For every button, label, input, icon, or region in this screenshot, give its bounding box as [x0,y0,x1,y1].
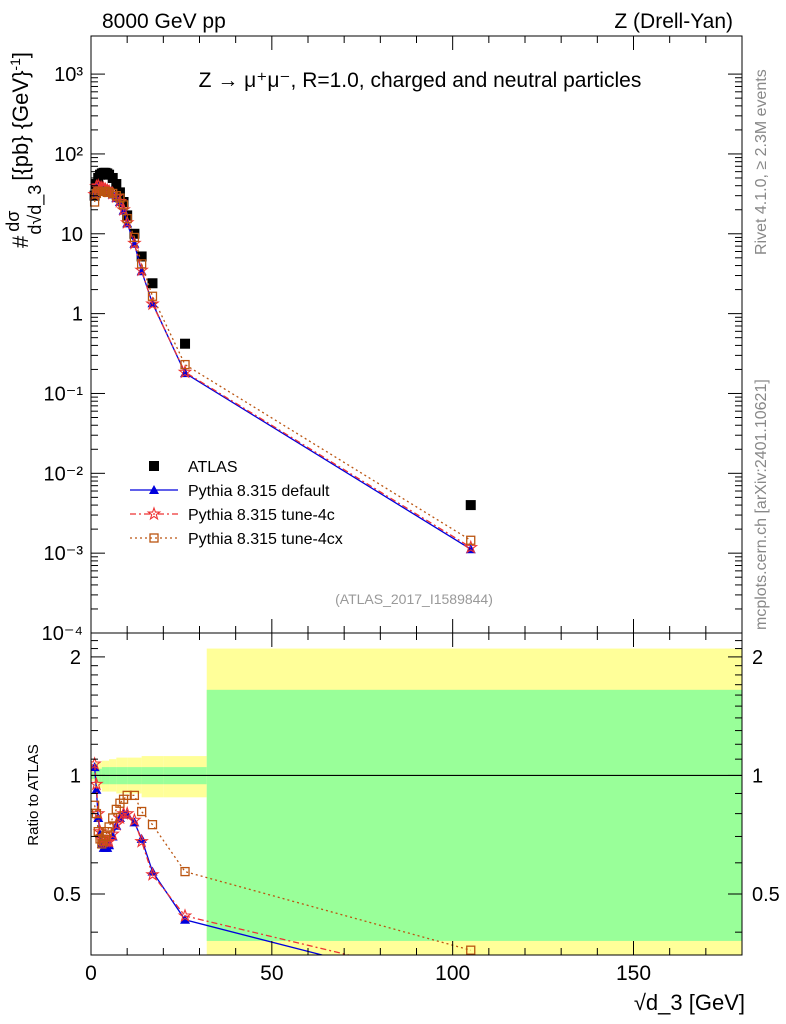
x-tick-label: 100 [435,962,470,985]
main-series-layer [87,167,479,554]
main-point-pythia-8-315-tune-4c [145,296,160,311]
main-point-pythia-8-315-tune-4cx [136,259,147,269]
ratio-point-pythia-8-315-tune-4cx [104,822,114,832]
main-point-atlas [111,179,122,190]
legend-label-pythia-8-315-tune-4cx: Pythia 8.315 tune-4cx [188,531,343,548]
x-axis-label: √d_3 [GeV] [634,990,745,1015]
ratio-point-pythia-8-315-tune-4c [127,812,142,827]
legend-marker-pythia-8-315-default [149,485,159,494]
ratio-y-tick-label: 0.5 [53,884,81,906]
ratio-y-tick-label-right: 1 [752,765,763,787]
main-y-tick-label: 10⁻² [44,463,84,485]
ratio-point-pythia-8-315-tune-4c [91,756,102,771]
ratio-point-pythia-8-315-default [180,914,191,924]
main-y-tick-label: 10³ [54,64,83,86]
ratio-point-pythia-8-315-tune-4cx [100,831,111,842]
ratio-point-pythia-8-315-default [136,833,147,843]
ratio-point-pythia-8-315-tune-4c [91,805,106,820]
ratio-point-pythia-8-315-tune-4c [92,823,108,838]
ratio-uncertainty-bands [91,648,742,955]
ratio-point-pythia-8-315-tune-4cx [466,945,476,955]
main-point-atlas [147,278,158,289]
main-point-atlas [107,172,118,183]
ratio-point-pythia-8-315-default [91,784,102,794]
ratio-point-pythia-8-315-tune-4cx [129,790,140,801]
ratio-y-tick-label: 2 [70,647,81,669]
ratio-band-green [206,689,742,941]
analysis-id-label: (ATLAS_2017_I1589844) [335,591,493,607]
ratio-y-tick-label-right: 2 [752,647,763,669]
main-y-tick-label: 1 [72,304,83,326]
process-label: Z (Drell-Yan) [614,10,733,33]
main-point-atlas [136,251,147,262]
main-point-pythia-8-315-tune-4cx [118,200,129,210]
ratio-point-pythia-8-315-tune-4cx [180,866,190,877]
ratio-point-pythia-8-315-tune-4c [145,866,160,881]
ratio-point-pythia-8-315-tune-4cx [122,790,132,801]
ratio-point-pythia-8-315-tune-4cx [102,826,112,837]
main-point-pythia-8-315-tune-4cx [147,291,158,301]
ratio-y-axis-label: Ratio to ATLAS [25,744,42,845]
legend: ATLAS Pythia 8.315 default Pythia 8.315 tu… [130,459,343,548]
main-y-tick-label: 10 [61,224,83,246]
main-axes: 10⁻⁴ 10⁻³ 10⁻² 10⁻¹ 1 10 10² 10³ [42,35,743,645]
ratio-point-pythia-8-315-tune-4cx [136,806,147,817]
main-point-pythia-8-315-tune-4cx [180,359,190,370]
main-plot-title: Z → μ⁺μ⁻, R=1.0, charged and neutral par… [199,69,642,92]
x-tick-label: 0 [85,962,97,985]
ratio-point-pythia-8-315-tune-4cx [147,820,158,830]
energy-label: 8000 GeV pp [102,10,226,33]
ratio-series-layer [91,756,476,997]
mcplots-label: mcplots.cern.ch [arXiv:2401.10621] [753,379,770,630]
ratio-y-tick-label-right: 0.5 [752,884,780,906]
legend-marker-pythia-8-315-tune-4c [146,506,162,521]
ratio-point-pythia-8-315-default [466,988,476,997]
ratio-point-pythia-8-315-tune-4c [116,805,131,820]
ratio-point-pythia-8-315-tune-4cx [93,826,103,837]
main-point-atlas [465,500,476,511]
legend-label-pythia-8-315-default: Pythia 8.315 default [188,483,330,500]
ratio-point-pythia-8-315-tune-4cx [99,836,109,847]
main-y-tick-label: 10⁻³ [44,543,84,565]
main-y-tick-label: 10² [54,144,83,166]
legend-marker-atlas [149,461,159,471]
main-point-pythia-8-315-tune-4cx [122,213,132,224]
ratio-point-pythia-8-315-default [147,866,158,876]
rivet-version-label: Rivet 4.1.0, ≥ 2.3M events [753,69,770,255]
legend-label-atlas: ATLAS [188,459,238,476]
legend-label-pythia-8-315-tune-4c: Pythia 8.315 tune-4c [188,507,335,524]
main-y-tick-label: 10⁻¹ [44,383,84,405]
ratio-y-tick-label: 1 [70,765,81,787]
ratio-point-pythia-8-315-tune-4c [91,776,104,791]
svg-text:√d_3 [GeV]: √d_3 [GeV] [634,990,745,1015]
main-point-pythia-8-315-tune-4cx [129,232,140,243]
ratio-point-pythia-8-315-tune-4c [177,908,193,923]
ratio-point-pythia-8-315-tune-4c [134,833,149,848]
main-point-atlas [180,338,191,349]
ratio-axes: 0.5 0.5 1 1 2 2 0 50 100 150 [53,632,780,985]
ratio-point-pythia-8-315-tune-4c [119,805,135,820]
x-tick-label: 50 [260,962,283,985]
main-y-tick-label: 10⁻⁴ [42,623,83,645]
main-y-axis-label: #dσ d√d_3[{pb} {GeV}-1] [3,52,46,248]
svg-text:#dσd√d_3[{pb} {GeV}-1]: #dσ d√d_3[{pb} {GeV}-1] [3,52,46,248]
main-point-pythia-8-315-tune-4c [463,539,479,554]
legend-marker-pythia-8-315-tune-4cx [149,533,159,543]
x-tick-label: 150 [616,962,651,985]
main-point-pythia-8-315-tune-4cx [466,535,476,545]
main-point-pythia-8-315-tune-4c [177,364,193,379]
